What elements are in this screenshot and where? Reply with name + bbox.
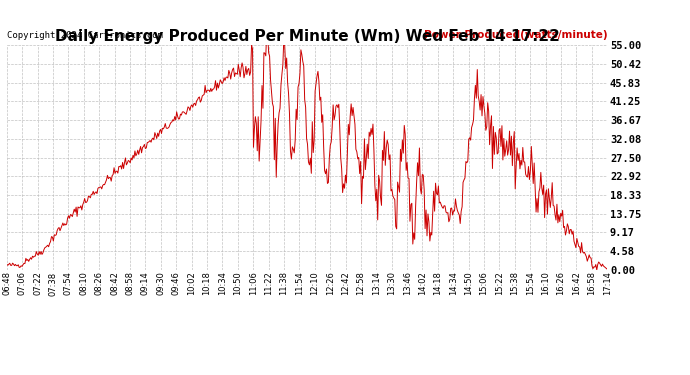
Text: Power Produced(watts/minute): Power Produced(watts/minute) xyxy=(424,30,607,40)
Title: Daily Energy Produced Per Minute (Wm) Wed Feb 14 17:22: Daily Energy Produced Per Minute (Wm) We… xyxy=(55,29,560,44)
Text: Copyright 2024 Cartronics.com: Copyright 2024 Cartronics.com xyxy=(7,32,163,40)
